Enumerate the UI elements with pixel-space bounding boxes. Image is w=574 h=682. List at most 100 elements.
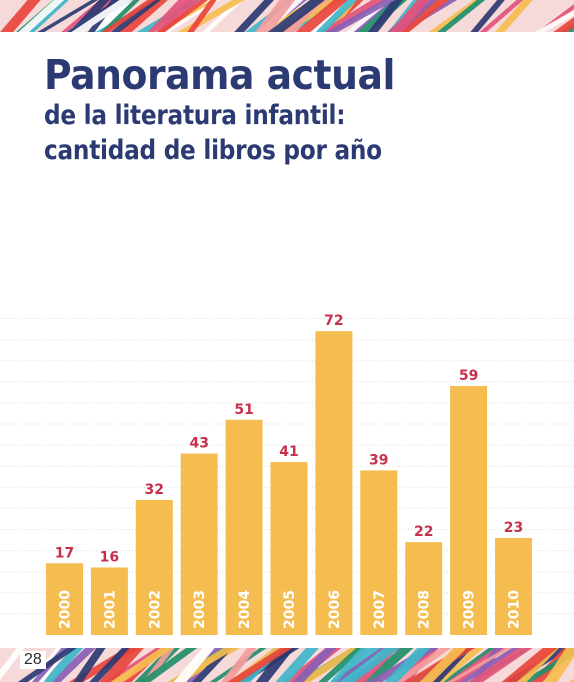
value-label-2002: 32 <box>145 482 164 498</box>
brushstroke <box>553 17 574 32</box>
brushstroke <box>568 678 574 682</box>
brushstroke <box>295 0 349 32</box>
brushstroke <box>501 648 558 682</box>
bar-2006 <box>315 331 353 635</box>
brushstroke <box>254 0 296 32</box>
brushstroke <box>325 0 396 32</box>
brushstroke <box>118 0 168 32</box>
category-label-2000: 2000 <box>58 590 74 629</box>
value-label-2003: 43 <box>189 436 208 452</box>
page-title: Panorama actual <box>44 51 395 99</box>
page-subtitle-line-2: cantidad de libros por año <box>44 135 382 166</box>
brushstroke <box>275 648 319 682</box>
brushstroke <box>267 0 325 32</box>
bar-2007 <box>360 470 398 635</box>
bar-2003 <box>180 453 218 635</box>
title-block: Panorama actual de la literatura infanti… <box>44 52 564 168</box>
brushstroke <box>92 0 132 32</box>
brushstroke <box>392 648 452 682</box>
value-label-2005: 41 <box>279 444 298 460</box>
brushstroke <box>100 0 140 32</box>
category-label-2004: 2004 <box>237 590 253 629</box>
brushstroke <box>419 648 467 682</box>
bottom-decorative-band <box>0 648 574 682</box>
brushstroke <box>470 0 505 32</box>
brushstroke <box>142 648 175 682</box>
brushstroke <box>156 0 200 32</box>
brushstroke <box>139 648 198 682</box>
brushstroke <box>437 0 486 32</box>
brushstroke-pattern <box>0 0 574 32</box>
brushstroke <box>234 0 275 32</box>
brushstroke <box>292 648 337 682</box>
brushstroke <box>110 0 161 32</box>
brushstroke <box>37 0 99 32</box>
category-label-2003: 2003 <box>192 590 208 629</box>
category-label-2007: 2007 <box>372 590 388 629</box>
category-label-2010: 2010 <box>507 590 523 629</box>
brushstroke <box>98 648 144 682</box>
value-label-2004: 51 <box>234 402 253 418</box>
brushstroke <box>187 0 217 32</box>
value-label-2006: 72 <box>324 313 343 329</box>
brushstroke <box>220 648 257 682</box>
brushstroke <box>0 0 41 32</box>
brushstroke <box>89 648 131 682</box>
bar-2004 <box>225 419 263 635</box>
brushstroke <box>441 648 496 682</box>
brushstroke <box>110 648 174 682</box>
value-label-2000: 17 <box>55 545 74 561</box>
category-label-2008: 2008 <box>417 590 433 629</box>
bar-2009 <box>450 386 488 635</box>
brushstroke <box>71 0 132 32</box>
category-label-2009: 2009 <box>462 590 478 629</box>
brushstroke <box>535 9 574 32</box>
brushstroke <box>0 648 25 681</box>
value-label-2009: 59 <box>459 368 478 384</box>
brushstroke <box>495 0 533 32</box>
bar-2000 <box>46 563 83 635</box>
bar-2010 <box>495 537 532 635</box>
top-decorative-band <box>0 0 574 32</box>
brushstroke <box>468 648 533 682</box>
value-label-2008: 22 <box>414 524 433 540</box>
brushstroke <box>389 0 430 32</box>
brushstroke <box>157 0 209 32</box>
brushstroke <box>18 0 65 32</box>
brushstroke <box>101 0 156 32</box>
category-label-2001: 2001 <box>102 590 118 629</box>
brushstroke <box>339 648 400 682</box>
category-label-2006: 2006 <box>327 590 343 629</box>
brushstroke <box>73 648 106 682</box>
category-label-2005: 2005 <box>282 590 298 629</box>
brushstroke <box>42 648 84 682</box>
brushstroke <box>543 648 574 682</box>
brushstroke <box>367 0 403 32</box>
brushstroke <box>17 648 77 682</box>
brushstroke <box>362 648 414 682</box>
brushstroke <box>191 648 233 682</box>
value-label-2007: 39 <box>369 452 388 468</box>
brushstroke <box>227 648 293 682</box>
page-number: 28 <box>20 651 46 669</box>
brushstroke <box>447 648 512 682</box>
value-label-2001: 16 <box>100 549 119 565</box>
brushstroke-pattern <box>0 648 574 682</box>
brushstroke <box>147 0 192 32</box>
page-subtitle-line-1: de la literatura infantil: <box>44 100 346 131</box>
bar-2001 <box>90 567 128 635</box>
brushstroke <box>202 0 244 32</box>
brushstroke <box>315 0 358 32</box>
bar-2002 <box>135 499 173 635</box>
brushstroke <box>329 648 369 682</box>
brushstroke <box>50 648 96 682</box>
category-label-2002: 2002 <box>147 590 163 629</box>
bar-2008 <box>405 542 443 635</box>
brushstroke <box>173 648 215 682</box>
brushstroke <box>384 648 431 682</box>
bar-chart: 17 2000 16 2001 32 2002 43 2003 51 2004 41 2005 72 20… <box>0 313 574 635</box>
brushstroke <box>479 0 524 32</box>
bar-2005 <box>270 461 308 635</box>
brushstroke <box>516 648 559 682</box>
value-label-2010: 23 <box>504 520 523 536</box>
